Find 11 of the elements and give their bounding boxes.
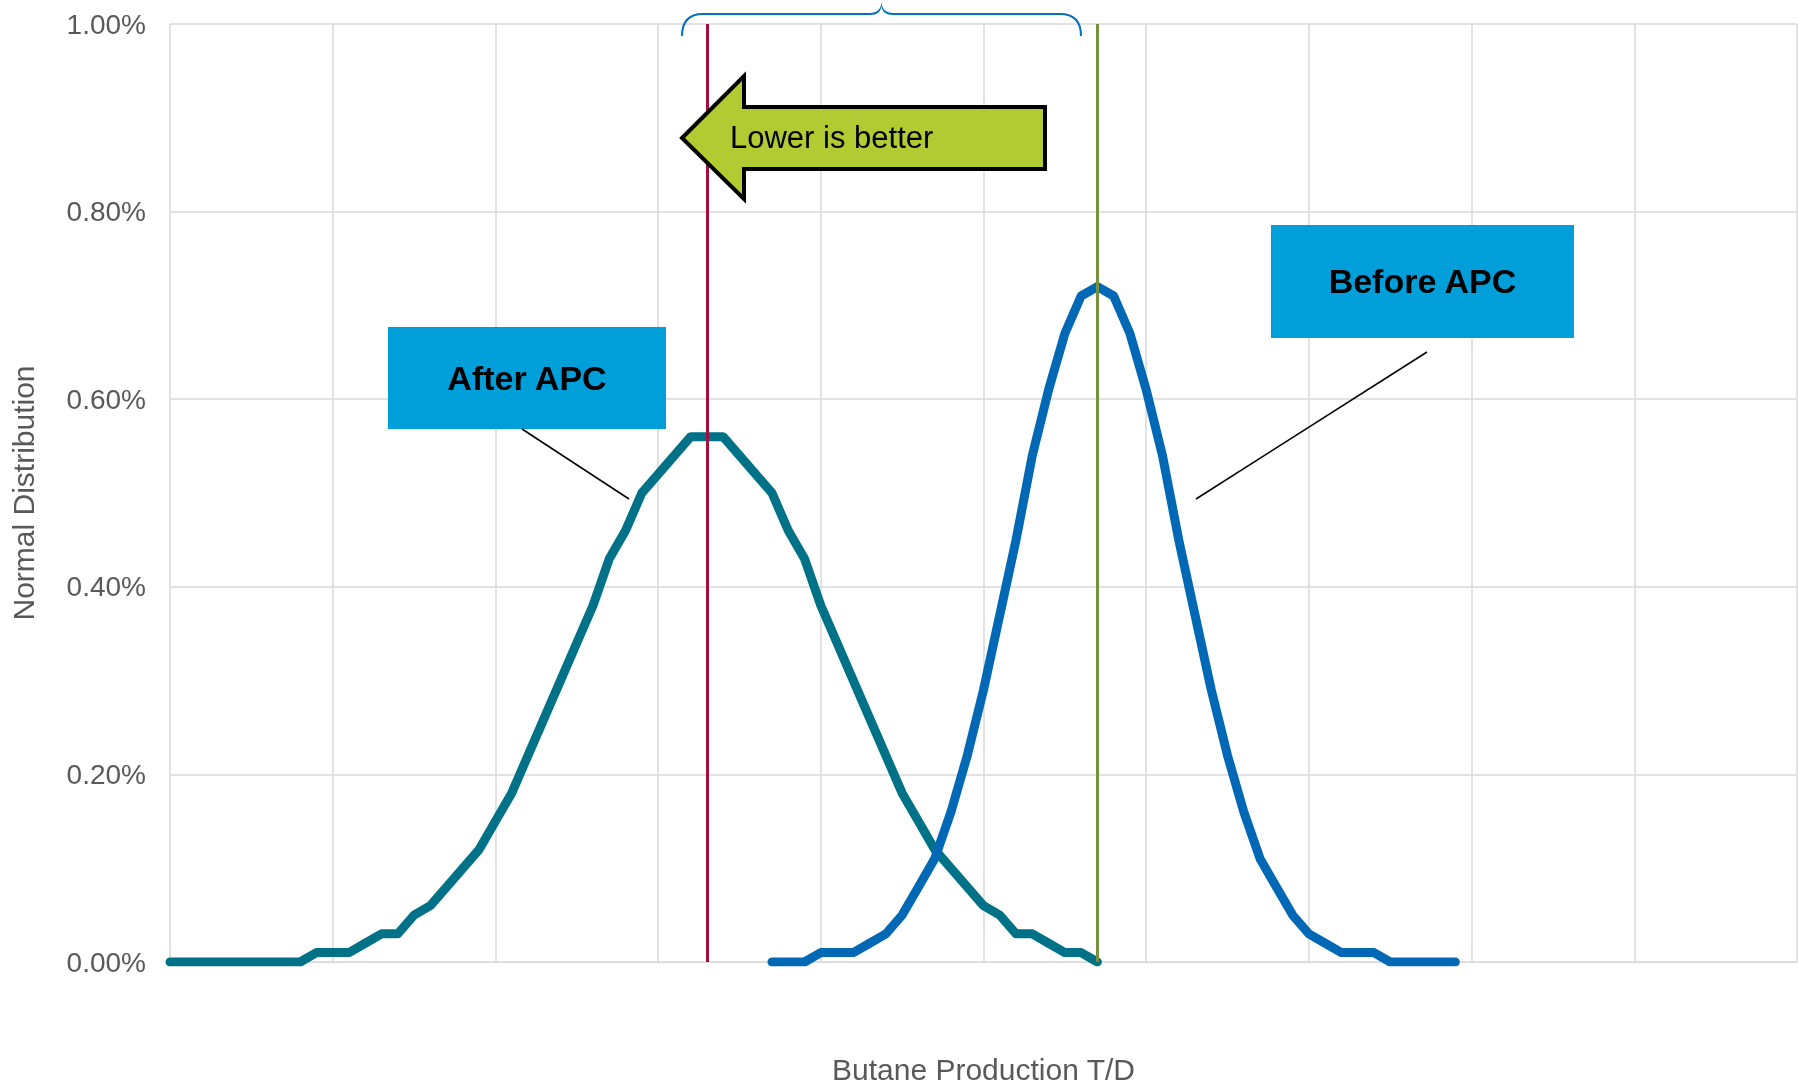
y-tick-label: 0.40% <box>66 571 146 603</box>
annotation: Before APC <box>1271 225 1574 338</box>
y-tick-label: 0.60% <box>66 383 146 415</box>
y-tick-label: 1.00% <box>66 8 146 40</box>
y-tick-label: 0.80% <box>66 196 146 228</box>
annotation: After APC <box>388 327 666 429</box>
y-tick-label: 0.20% <box>66 758 146 790</box>
y-axis-title: Normal Distribution <box>6 365 40 621</box>
x-axis-title: Butane Production T/D <box>832 1052 1135 1086</box>
y-tick-label: 0.00% <box>66 946 146 978</box>
annotation: Lower is better <box>730 119 935 157</box>
